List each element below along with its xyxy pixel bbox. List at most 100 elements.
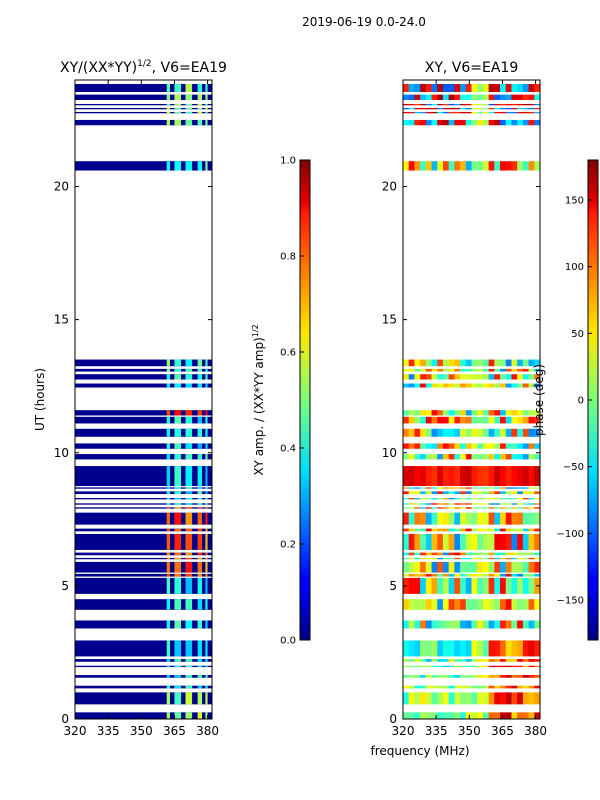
phase-cell — [500, 368, 507, 372]
phase-cell — [420, 533, 427, 550]
phase-cell — [414, 416, 421, 424]
phase-cell — [500, 428, 507, 437]
amp-signal-cell — [174, 107, 182, 110]
phase-cell — [460, 561, 467, 573]
amp-signal-cell — [174, 466, 182, 487]
amp-signal-cell — [197, 443, 203, 449]
amp-data-row — [75, 685, 212, 689]
amp-data-row — [75, 557, 212, 560]
amp-signal-cell — [197, 712, 203, 719]
phase-ytick-label: 5 — [389, 579, 397, 593]
phase-cell — [505, 491, 512, 495]
phase-cell — [454, 620, 461, 629]
phase-cell — [488, 675, 495, 678]
phase-cell — [437, 107, 444, 110]
amp-signal-cell — [205, 487, 208, 489]
phase-cell — [488, 573, 495, 577]
phase-cell — [517, 503, 524, 505]
phase-cell — [431, 466, 438, 487]
phase-cell — [414, 119, 421, 126]
phase-cell — [465, 599, 472, 610]
phase-cell — [437, 503, 444, 505]
phase-cell — [505, 428, 512, 437]
phase-cell — [454, 712, 461, 719]
phase-cell — [477, 599, 484, 610]
phase-cell — [437, 454, 444, 460]
phase-cell — [528, 466, 535, 487]
phase-cell — [488, 383, 495, 388]
phase-cell — [403, 487, 410, 489]
phase-cell — [482, 692, 490, 705]
phase-cell — [437, 561, 444, 573]
phase-cell — [460, 512, 467, 525]
phase-cell — [494, 498, 501, 500]
phase-cell — [403, 665, 410, 668]
phase-cell — [482, 428, 490, 437]
phase-cell — [505, 111, 512, 114]
phase-cell — [500, 487, 507, 489]
amp-ytick-label: 15 — [54, 313, 69, 327]
amp-colorbar-gradient — [299, 159, 311, 641]
amp-signal-cell — [197, 692, 203, 705]
amp-colorbar-tick-label: 1.0 — [280, 156, 296, 167]
amp-signal-cell — [174, 659, 182, 662]
phase-cell — [517, 620, 524, 629]
amp-data-row — [75, 374, 212, 380]
phase-cell — [534, 368, 540, 372]
phase-cell — [522, 712, 530, 719]
phase-cell — [431, 107, 438, 110]
phase-cell — [522, 640, 530, 657]
amp-signal-cell — [185, 533, 193, 550]
phase-cell — [505, 103, 512, 106]
phase-cell — [454, 368, 461, 372]
phase-cell — [500, 374, 507, 380]
phase-cell — [528, 111, 535, 114]
phase-cell — [477, 552, 484, 556]
amp-signal-cell — [166, 640, 171, 657]
phase-cell — [522, 428, 530, 437]
amp-signal-cell — [205, 640, 208, 657]
phase-cell — [403, 374, 410, 380]
amp-signal-cell — [185, 507, 193, 509]
phase-cell — [482, 111, 490, 114]
phase-cell — [522, 573, 530, 577]
amp-signal-cell — [166, 577, 171, 594]
phase-cell — [420, 487, 427, 489]
phase-cell — [437, 685, 444, 689]
phase-cell — [442, 94, 450, 100]
phase-cell — [408, 443, 415, 449]
phase-cell — [488, 107, 495, 110]
phase-cell — [488, 640, 495, 657]
amp-signal-cell — [205, 359, 208, 367]
phase-cell — [442, 552, 450, 556]
phase-cell — [511, 512, 518, 525]
phase-cell — [408, 665, 415, 668]
phase-cell — [460, 665, 467, 668]
phase-cell — [442, 368, 450, 372]
phase-cell — [448, 94, 455, 100]
amp-data-row — [75, 161, 212, 171]
phase-cell — [534, 416, 540, 424]
phase-cell — [403, 507, 410, 509]
amp-data-row — [75, 383, 212, 388]
phase-cell — [488, 503, 495, 505]
phase-cell — [442, 161, 450, 171]
phase-cell — [408, 503, 415, 505]
phase-cell — [448, 712, 455, 719]
phase-cell — [414, 359, 421, 367]
phase-cell — [414, 103, 421, 106]
phase-cell — [408, 507, 415, 509]
phase-cell — [448, 675, 455, 678]
phase-cell — [425, 94, 433, 100]
phase-cell — [528, 685, 535, 689]
phase-cell — [505, 599, 512, 610]
phase-cell — [517, 507, 524, 509]
amp-signal-cell — [185, 94, 193, 100]
amp-signal-cell — [166, 491, 171, 495]
phase-cell — [442, 692, 450, 705]
phase-cell — [448, 528, 455, 532]
phase-cell — [488, 111, 495, 114]
phase-cell — [528, 410, 535, 416]
phase-cell — [408, 103, 415, 106]
